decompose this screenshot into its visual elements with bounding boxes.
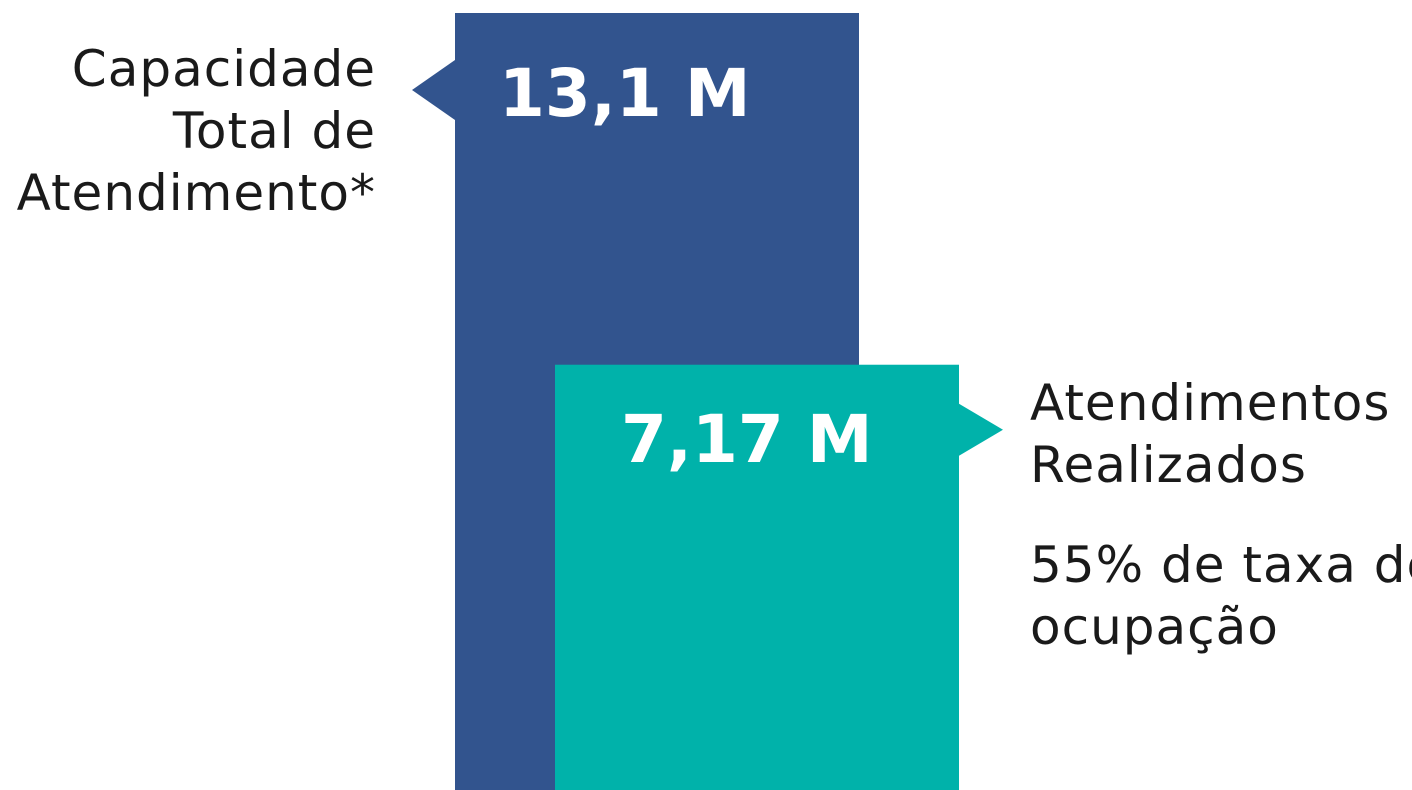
capacity-label-line: Total de xyxy=(172,102,376,160)
capacity-value-label: 13,1 M xyxy=(499,55,751,132)
performed-label-line: Atendimentos xyxy=(1030,374,1391,432)
performed-label: Atendimentos Realizados 55% de taxa de o… xyxy=(1030,372,1412,658)
performed-label-line: Realizados xyxy=(1030,436,1307,494)
occupancy-annotation-line: ocupação xyxy=(1030,598,1279,656)
performed-value-label: 7,17 M xyxy=(621,400,873,478)
capacity-label-line: Atendimento* xyxy=(16,164,376,222)
capacity-callout-arrow xyxy=(412,60,455,120)
occupancy-annotation-line: 55% de taxa de xyxy=(1030,536,1412,594)
performed-bar xyxy=(555,364,959,790)
capacity-label-line: Capacidade xyxy=(71,40,376,98)
performed-callout-arrow xyxy=(959,403,1003,456)
capacity-label: Capacidade Total de Atendimento* xyxy=(17,38,376,224)
